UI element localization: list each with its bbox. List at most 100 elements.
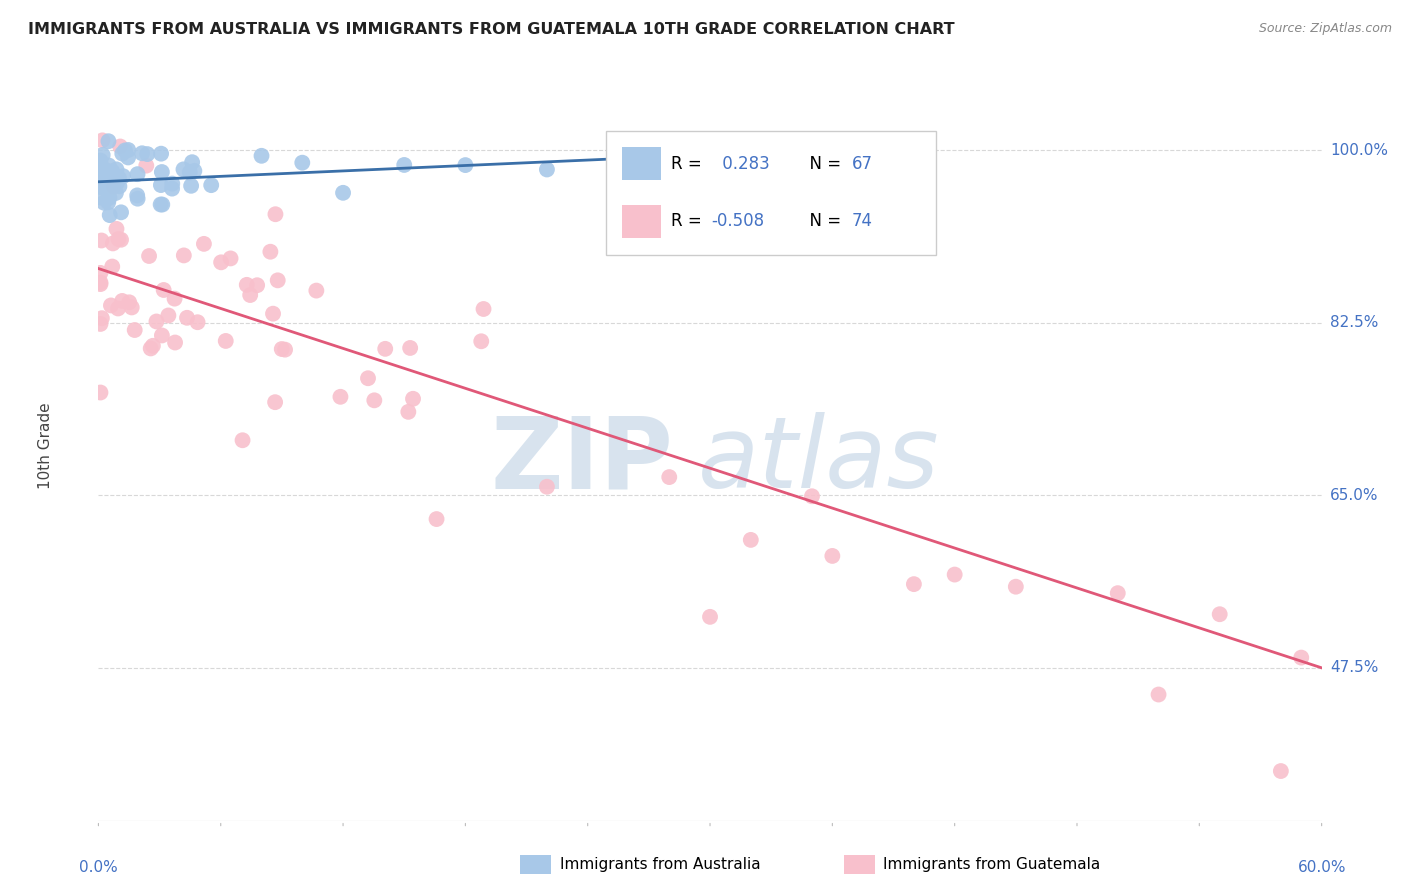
- Point: [363, 393, 385, 408]
- Point: [101, 236, 124, 251]
- Point: [165, 335, 187, 350]
- Point: [402, 392, 425, 406]
- Point: [187, 315, 209, 329]
- Point: [136, 147, 159, 161]
- Point: [107, 232, 129, 246]
- Point: [472, 301, 495, 316]
- Point: [90, 234, 112, 248]
- Point: [150, 165, 173, 179]
- Text: -0.508: -0.508: [711, 212, 765, 230]
- Point: [374, 342, 396, 356]
- Point: [139, 342, 162, 356]
- Point: [97, 175, 120, 189]
- Point: [246, 278, 269, 293]
- Point: [94, 179, 117, 194]
- Point: [1270, 764, 1292, 778]
- Point: [176, 310, 198, 325]
- Point: [157, 309, 180, 323]
- Point: [1209, 607, 1232, 622]
- Point: [98, 208, 121, 222]
- Point: [89, 173, 111, 187]
- Point: [181, 155, 204, 169]
- Point: [536, 480, 558, 494]
- Point: [94, 176, 117, 190]
- Point: [127, 188, 149, 202]
- Point: [107, 301, 129, 316]
- Point: [105, 222, 128, 236]
- Point: [267, 273, 290, 287]
- Point: [111, 293, 134, 308]
- Point: [145, 314, 167, 328]
- Text: 47.5%: 47.5%: [1330, 660, 1378, 675]
- Point: [98, 191, 121, 205]
- Text: 67: 67: [852, 154, 873, 172]
- Point: [89, 277, 111, 291]
- Point: [1291, 650, 1313, 665]
- Point: [270, 342, 292, 356]
- Point: [93, 162, 115, 177]
- Point: [96, 181, 118, 195]
- Point: [94, 176, 117, 190]
- Point: [100, 178, 122, 192]
- Point: [232, 434, 254, 448]
- Point: [111, 146, 134, 161]
- Point: [150, 197, 173, 211]
- Text: 0.0%: 0.0%: [79, 860, 118, 874]
- Point: [105, 162, 128, 177]
- Point: [108, 171, 131, 186]
- Point: [90, 161, 112, 176]
- Point: [91, 133, 114, 147]
- Text: 100.0%: 100.0%: [1330, 143, 1388, 158]
- Point: [100, 298, 122, 312]
- Point: [536, 162, 558, 177]
- Point: [93, 162, 115, 177]
- Point: [89, 179, 111, 194]
- Point: [105, 176, 128, 190]
- Point: [193, 236, 215, 251]
- Point: [103, 180, 125, 194]
- Point: [101, 164, 124, 178]
- Text: 0.283: 0.283: [717, 154, 770, 172]
- Point: [173, 248, 195, 262]
- Text: N =: N =: [800, 154, 846, 172]
- Point: [89, 385, 111, 400]
- Point: [305, 284, 328, 298]
- Point: [97, 195, 120, 210]
- Point: [131, 146, 153, 161]
- Point: [274, 343, 297, 357]
- Point: [91, 180, 114, 194]
- Point: [179, 165, 201, 179]
- Point: [1147, 688, 1170, 702]
- Point: [112, 169, 135, 184]
- Point: [172, 162, 194, 177]
- Point: [821, 549, 844, 563]
- Point: [454, 158, 477, 172]
- Point: [219, 252, 242, 266]
- Point: [108, 179, 131, 194]
- Point: [250, 149, 273, 163]
- Point: [163, 292, 186, 306]
- Point: [127, 192, 149, 206]
- Point: [108, 139, 131, 153]
- Point: [160, 181, 183, 195]
- Text: 65.0%: 65.0%: [1330, 488, 1378, 503]
- Point: [740, 533, 762, 547]
- Point: [93, 195, 115, 210]
- Point: [97, 158, 120, 172]
- Text: 10th Grade: 10th Grade: [38, 402, 53, 490]
- Text: 60.0%: 60.0%: [1298, 860, 1346, 874]
- Point: [399, 341, 422, 355]
- Point: [100, 178, 122, 192]
- Point: [91, 148, 114, 162]
- Point: [943, 567, 966, 582]
- FancyBboxPatch shape: [606, 131, 936, 255]
- FancyBboxPatch shape: [621, 205, 661, 237]
- Text: 74: 74: [852, 212, 873, 230]
- Point: [152, 283, 174, 297]
- Point: [162, 177, 184, 191]
- Point: [239, 288, 262, 302]
- Point: [658, 161, 681, 175]
- Point: [180, 178, 202, 193]
- Point: [801, 489, 824, 503]
- Point: [91, 167, 114, 181]
